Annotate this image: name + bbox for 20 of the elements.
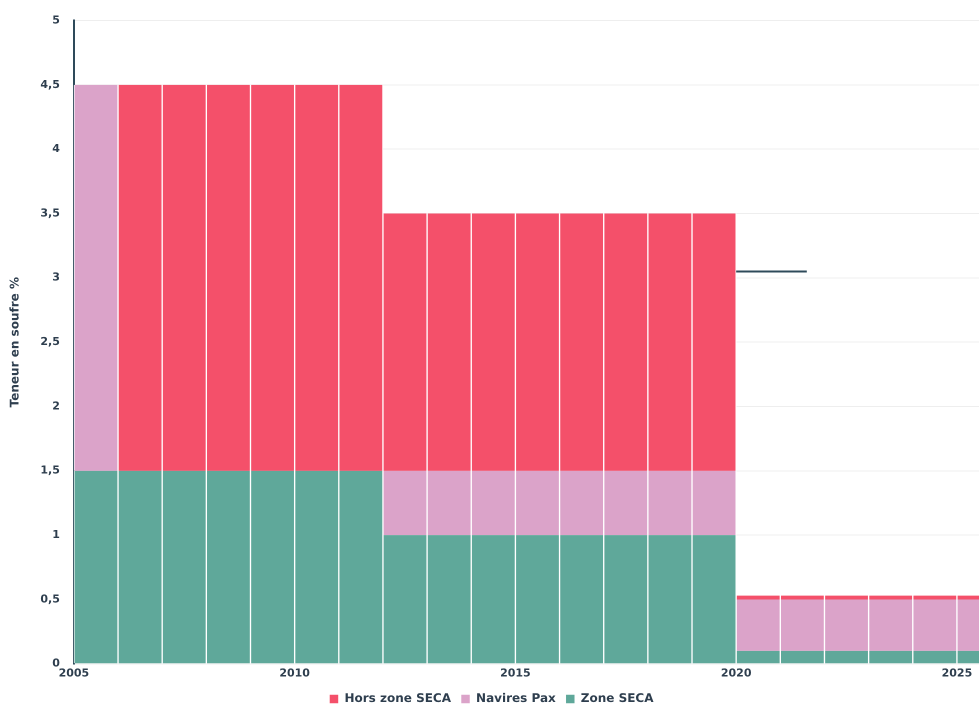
legend-label: Hors zone SECA bbox=[344, 691, 452, 706]
y-tick-label: 3,5 bbox=[40, 206, 60, 220]
y-tick-label: 4,5 bbox=[40, 78, 60, 91]
y-tick-label: 0,5 bbox=[40, 592, 60, 606]
y-tick-label: 5 bbox=[52, 13, 60, 26]
y-tick-label: 2 bbox=[52, 399, 60, 412]
y-tick-label: 2,5 bbox=[40, 335, 60, 348]
x-tick-label: 2025 bbox=[942, 666, 972, 680]
x-tick-label: 2015 bbox=[500, 666, 531, 680]
y-tick-label: 4 bbox=[52, 142, 60, 156]
x-tick-label: 2005 bbox=[58, 666, 90, 680]
y-tick-label: 1,5 bbox=[40, 464, 60, 477]
x-tick-label: 2010 bbox=[279, 666, 310, 680]
y-tick-label: 0 bbox=[52, 656, 60, 670]
x-tick-label: 2020 bbox=[720, 666, 752, 680]
legend-label: Zone SECA bbox=[580, 691, 654, 706]
y-axis-title: Teneur en soufre % bbox=[7, 277, 22, 408]
y-tick-label: 3 bbox=[52, 270, 60, 284]
legend-label: Navires Pax bbox=[476, 691, 556, 706]
y-tick-label: 1 bbox=[52, 528, 60, 542]
